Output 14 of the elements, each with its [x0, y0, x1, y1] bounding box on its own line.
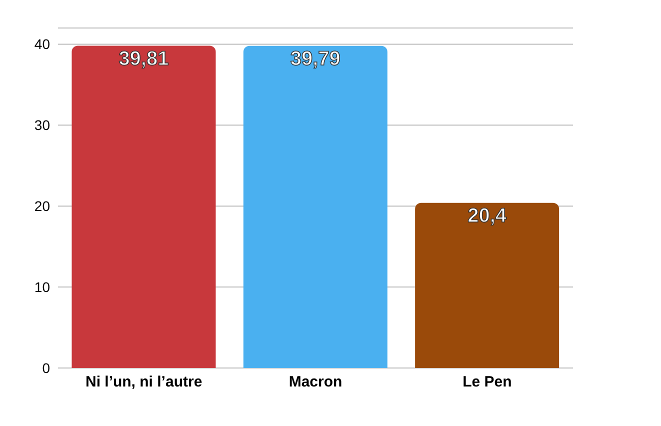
y-tick-label: 20	[34, 198, 50, 214]
bar	[72, 46, 216, 368]
y-tick-label: 10	[34, 279, 50, 296]
x-tick-label: Le Pen	[462, 374, 512, 391]
x-tick-label: Ni l’un, ni l’autre	[85, 374, 202, 391]
x-tick-label: Macron	[288, 374, 342, 391]
bar	[243, 46, 388, 368]
y-tick-label: 0	[42, 360, 50, 376]
data-label: 39,79	[290, 48, 340, 70]
y-tick-label: 30	[34, 117, 50, 134]
data-label: 20,4	[468, 205, 508, 228]
y-tick-label: 40	[34, 36, 50, 52]
data-label: 39,81	[118, 48, 169, 70]
bar	[415, 202, 560, 368]
